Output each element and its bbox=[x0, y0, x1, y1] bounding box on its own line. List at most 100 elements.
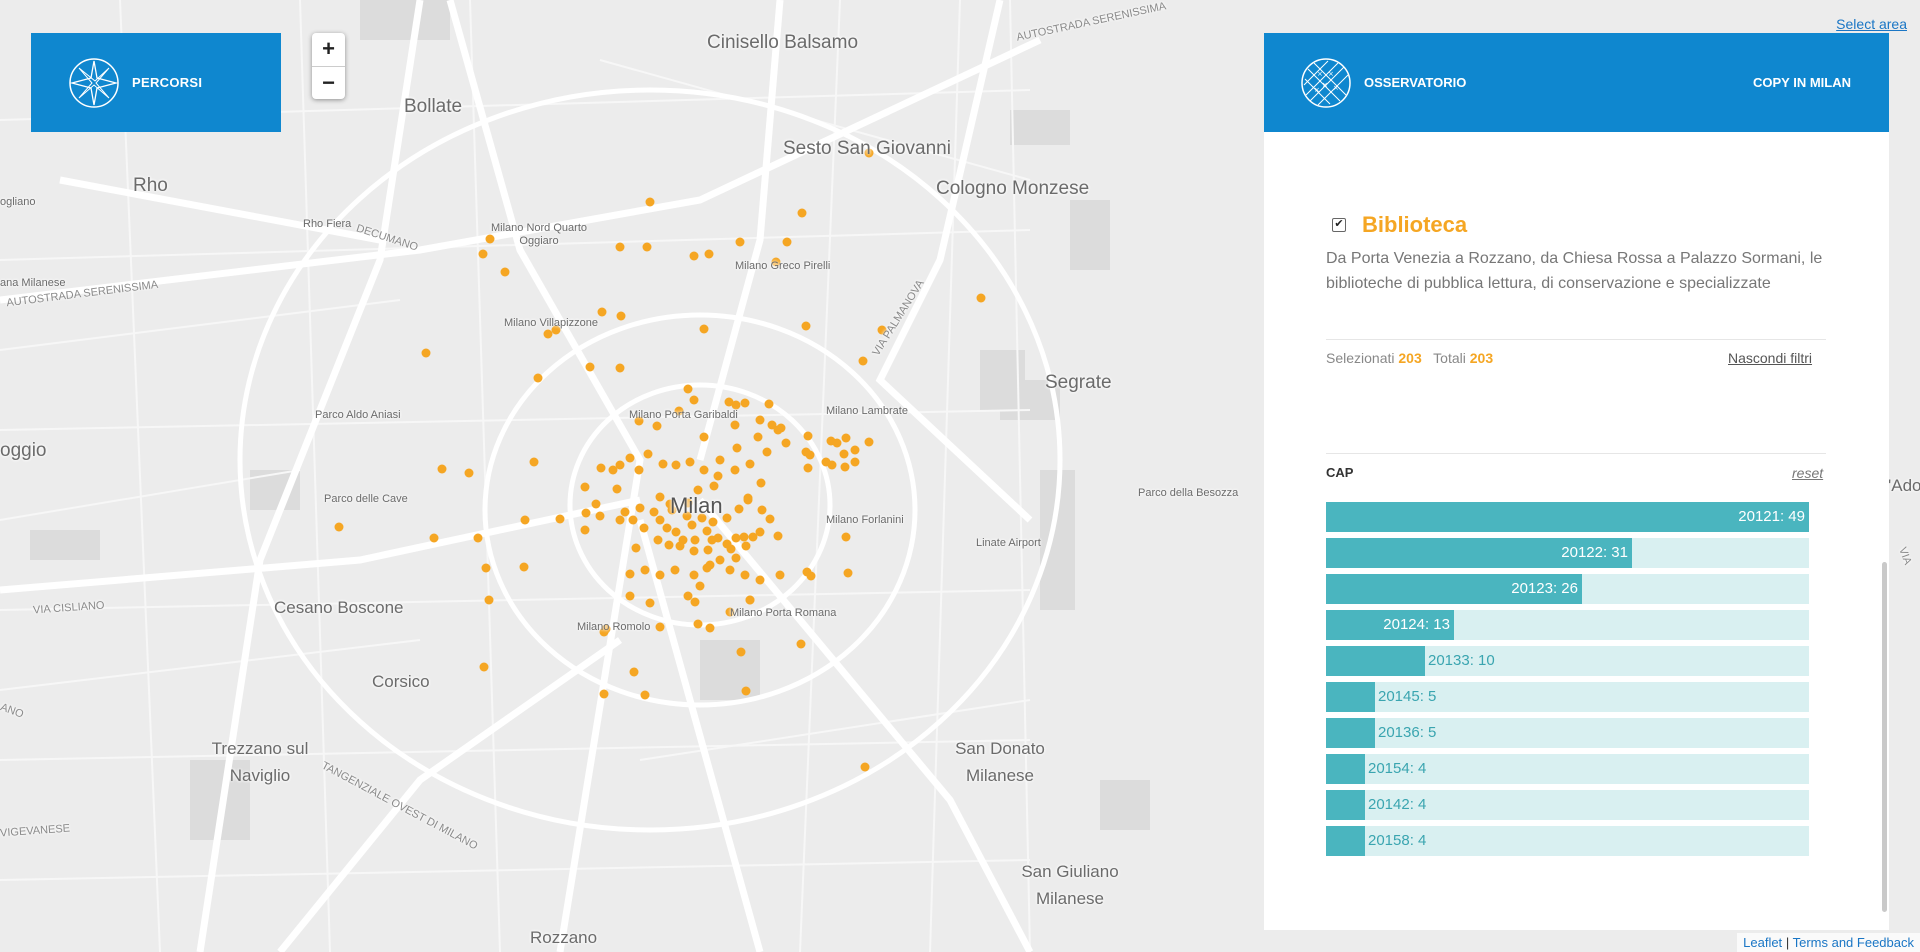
library-marker[interactable] bbox=[690, 597, 700, 607]
library-marker[interactable] bbox=[806, 571, 816, 581]
library-marker[interactable] bbox=[693, 619, 703, 629]
library-marker[interactable] bbox=[697, 513, 707, 523]
library-marker[interactable] bbox=[485, 234, 495, 244]
library-marker[interactable] bbox=[664, 540, 674, 550]
cap-bar-row[interactable]: 20133: 10 bbox=[1326, 646, 1809, 676]
library-marker[interactable] bbox=[597, 307, 607, 317]
library-marker[interactable] bbox=[707, 535, 717, 545]
library-marker[interactable] bbox=[722, 513, 732, 523]
library-marker[interactable] bbox=[731, 400, 741, 410]
library-marker[interactable] bbox=[658, 459, 668, 469]
library-marker[interactable] bbox=[695, 581, 705, 591]
library-marker[interactable] bbox=[748, 532, 758, 542]
library-marker[interactable] bbox=[429, 533, 439, 543]
library-marker[interactable] bbox=[639, 523, 649, 533]
library-marker[interactable] bbox=[877, 325, 887, 335]
library-marker[interactable] bbox=[755, 575, 765, 585]
library-marker[interactable] bbox=[643, 449, 653, 459]
cap-bar-row[interactable]: 20123: 26 bbox=[1326, 574, 1809, 604]
library-marker[interactable] bbox=[821, 457, 831, 467]
library-marker[interactable] bbox=[803, 431, 813, 441]
library-marker[interactable] bbox=[478, 249, 488, 259]
library-marker[interactable] bbox=[839, 449, 849, 459]
library-marker[interactable] bbox=[671, 527, 681, 537]
library-marker[interactable] bbox=[662, 523, 672, 533]
library-marker[interactable] bbox=[520, 515, 530, 525]
library-marker[interactable] bbox=[756, 478, 766, 488]
library-marker[interactable] bbox=[703, 545, 713, 555]
library-marker[interactable] bbox=[731, 533, 741, 543]
select-area-link[interactable]: Select area bbox=[1836, 16, 1907, 32]
library-marker[interactable] bbox=[667, 505, 677, 515]
library-marker[interactable] bbox=[762, 447, 772, 457]
library-marker[interactable] bbox=[730, 465, 740, 475]
library-marker[interactable] bbox=[745, 459, 755, 469]
library-marker[interactable] bbox=[655, 570, 665, 580]
library-marker[interactable] bbox=[683, 591, 693, 601]
library-marker[interactable] bbox=[773, 425, 783, 435]
library-marker[interactable] bbox=[670, 565, 680, 575]
library-marker[interactable] bbox=[755, 415, 765, 425]
library-marker[interactable] bbox=[629, 667, 639, 677]
cap-bar-row[interactable]: 20154: 4 bbox=[1326, 754, 1809, 784]
library-marker[interactable] bbox=[615, 460, 625, 470]
library-marker[interactable] bbox=[464, 468, 474, 478]
library-marker[interactable] bbox=[764, 399, 774, 409]
library-marker[interactable] bbox=[616, 311, 626, 321]
zoom-in-button[interactable]: + bbox=[312, 33, 345, 67]
library-marker[interactable] bbox=[708, 517, 718, 527]
library-marker[interactable] bbox=[649, 507, 659, 517]
library-marker[interactable] bbox=[841, 532, 851, 542]
library-marker[interactable] bbox=[699, 432, 709, 442]
cap-bar-row[interactable]: 20122: 31 bbox=[1326, 538, 1809, 568]
library-marker[interactable] bbox=[421, 348, 431, 358]
library-marker[interactable] bbox=[699, 324, 709, 334]
leaflet-link[interactable]: Leaflet bbox=[1743, 935, 1783, 950]
cap-bar-row[interactable]: 20158: 4 bbox=[1326, 826, 1809, 856]
library-marker[interactable] bbox=[599, 689, 609, 699]
library-marker[interactable] bbox=[841, 433, 851, 443]
library-marker[interactable] bbox=[682, 511, 692, 521]
library-marker[interactable] bbox=[840, 462, 850, 472]
library-marker[interactable] bbox=[745, 595, 755, 605]
zoom-out-button[interactable]: − bbox=[322, 70, 335, 95]
library-marker[interactable] bbox=[585, 362, 595, 372]
library-marker[interactable] bbox=[615, 242, 625, 252]
library-marker[interactable] bbox=[702, 526, 712, 536]
library-marker[interactable] bbox=[625, 569, 635, 579]
library-marker[interactable] bbox=[685, 457, 695, 467]
library-marker[interactable] bbox=[864, 437, 874, 447]
library-marker[interactable] bbox=[543, 329, 553, 339]
library-marker[interactable] bbox=[634, 465, 644, 475]
library-marker[interactable] bbox=[652, 421, 662, 431]
library-marker[interactable] bbox=[730, 420, 740, 430]
library-marker[interactable] bbox=[801, 321, 811, 331]
library-marker[interactable] bbox=[683, 384, 693, 394]
library-marker[interactable] bbox=[765, 514, 775, 524]
cap-bar-row[interactable]: 20121: 49 bbox=[1326, 502, 1809, 532]
library-marker[interactable] bbox=[860, 762, 870, 772]
library-marker[interactable] bbox=[437, 464, 447, 474]
library-marker[interactable] bbox=[334, 522, 344, 532]
library-marker[interactable] bbox=[690, 535, 700, 545]
library-marker[interactable] bbox=[704, 249, 714, 259]
copy-in-milan-link[interactable]: COPY IN MILAN bbox=[1753, 75, 1851, 90]
percorsi-panel[interactable]: PERCORSI bbox=[31, 33, 281, 132]
library-marker[interactable] bbox=[781, 438, 791, 448]
library-marker[interactable] bbox=[739, 532, 749, 542]
library-marker[interactable] bbox=[803, 463, 813, 473]
library-marker[interactable] bbox=[675, 541, 685, 551]
library-marker[interactable] bbox=[713, 471, 723, 481]
library-marker[interactable] bbox=[736, 647, 746, 657]
library-marker[interactable] bbox=[709, 481, 719, 491]
library-marker[interactable] bbox=[740, 398, 750, 408]
library-marker[interactable] bbox=[655, 622, 665, 632]
library-marker[interactable] bbox=[725, 565, 735, 575]
hide-filters-link[interactable]: Nascondi filtri bbox=[1728, 350, 1813, 366]
library-marker[interactable] bbox=[755, 527, 765, 537]
library-marker[interactable] bbox=[753, 432, 763, 442]
library-marker[interactable] bbox=[671, 460, 681, 470]
library-marker[interactable] bbox=[850, 457, 860, 467]
library-marker[interactable] bbox=[689, 251, 699, 261]
library-marker[interactable] bbox=[858, 356, 868, 366]
